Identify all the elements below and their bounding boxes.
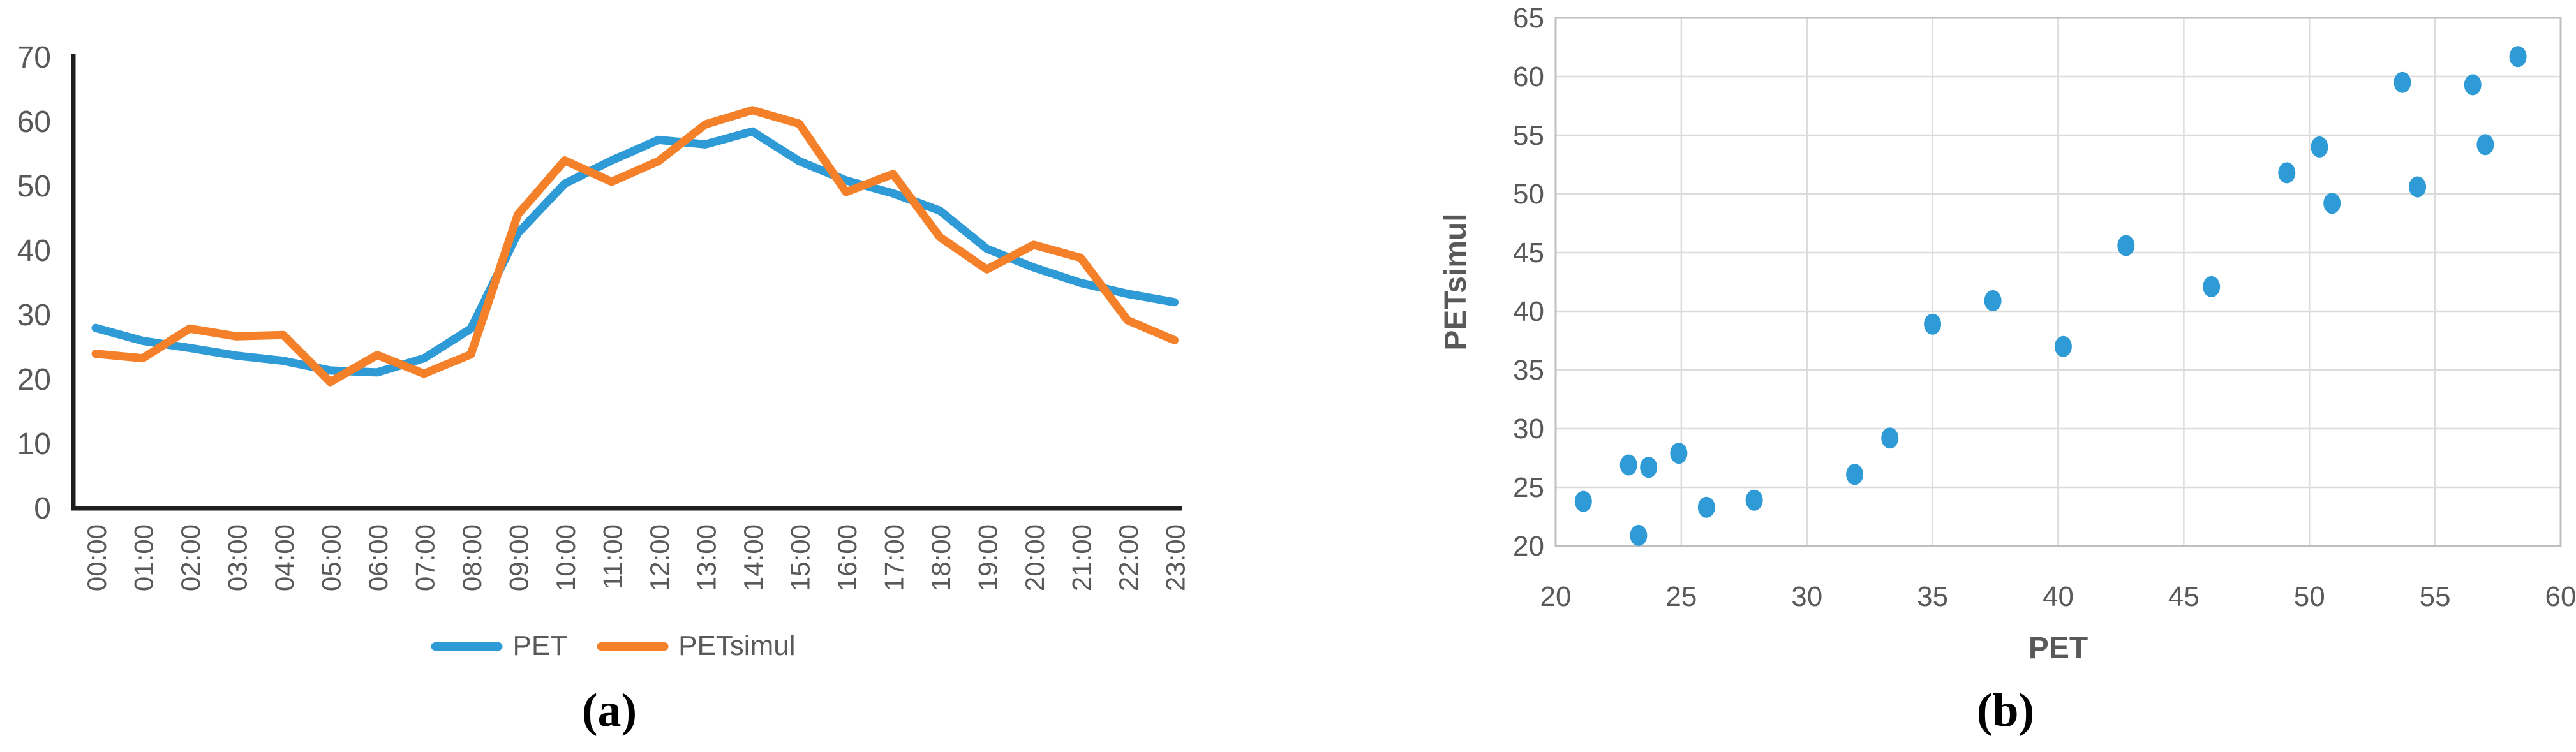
scatter-point — [2509, 46, 2527, 68]
scatter-point — [1881, 427, 1899, 449]
svg-text:10: 10 — [17, 427, 51, 461]
petsimul-line-swatch — [597, 642, 669, 651]
scatter-point — [1574, 490, 1592, 512]
scatter-point — [2394, 71, 2411, 93]
svg-text:03:00: 03:00 — [223, 524, 253, 591]
scatter-point — [1670, 443, 1688, 464]
scatter-point — [1619, 454, 1637, 476]
svg-text:23:00: 23:00 — [1161, 524, 1191, 591]
svg-text:35: 35 — [1513, 355, 1544, 386]
scatter-point — [2117, 235, 2135, 256]
svg-text:30: 30 — [1513, 413, 1544, 445]
svg-text:35: 35 — [1917, 581, 1948, 612]
svg-text:05:00: 05:00 — [316, 524, 346, 591]
svg-text:13:00: 13:00 — [692, 524, 722, 591]
svg-text:11:00: 11:00 — [598, 524, 628, 589]
line-chart-axes — [71, 54, 1182, 511]
scatter-plot-border — [1554, 17, 2562, 547]
line-chart: 0 10 20 30 40 50 60 70 00:00 01:00 02:00 03:00 04:00… — [17, 41, 1191, 591]
svg-text:65: 65 — [1513, 3, 1544, 34]
line-chart-x-tick-labels: 00:00 01:00 02:00 03:00 04:00 05:00 06:00 07:00… — [82, 524, 1191, 591]
pet-line-swatch — [431, 642, 503, 651]
svg-text:55: 55 — [2420, 581, 2451, 612]
line-series-petsimul — [91, 106, 1179, 387]
svg-text:50: 50 — [17, 170, 51, 203]
scatter-point — [2464, 74, 2482, 96]
svg-text:21:00: 21:00 — [1067, 524, 1097, 591]
scatter-y-axis-title: PETsimul — [1439, 213, 1473, 350]
svg-text:20:00: 20:00 — [1020, 524, 1050, 591]
scatter-point — [2054, 335, 2072, 357]
svg-text:20: 20 — [17, 363, 51, 397]
svg-text:12:00: 12:00 — [644, 524, 674, 591]
scatter-points — [1574, 46, 2527, 546]
svg-text:25: 25 — [1513, 472, 1544, 503]
svg-text:60: 60 — [17, 105, 51, 139]
svg-text:09:00: 09:00 — [504, 524, 534, 591]
scatter-point — [2311, 136, 2328, 158]
svg-text:14:00: 14:00 — [738, 524, 768, 591]
svg-text:25: 25 — [1665, 581, 1697, 612]
svg-text:17:00: 17:00 — [879, 524, 909, 591]
svg-text:07:00: 07:00 — [410, 524, 440, 591]
scatter-chart: 20 25 30 35 40 45 50 55 60 20 25 30 35 40 45 50 55 60 65 PE… — [1439, 3, 2576, 665]
svg-text:08:00: 08:00 — [457, 524, 487, 591]
svg-text:50: 50 — [2294, 581, 2325, 612]
svg-text:45: 45 — [1513, 237, 1544, 269]
scatter-point — [2409, 176, 2427, 198]
svg-text:70: 70 — [17, 41, 51, 75]
svg-text:10:00: 10:00 — [551, 524, 581, 591]
scatter-point — [2476, 134, 2494, 156]
svg-text:02:00: 02:00 — [175, 524, 205, 591]
svg-text:60: 60 — [2545, 581, 2576, 612]
legend-label-pet: PET — [512, 630, 568, 661]
svg-text:50: 50 — [1513, 179, 1544, 210]
svg-text:40: 40 — [17, 234, 51, 268]
svg-text:22:00: 22:00 — [1113, 524, 1143, 591]
chart-legend: PET PETsimul — [431, 630, 795, 662]
scatter-x-axis-title: PET — [2029, 631, 2088, 665]
svg-text:45: 45 — [2168, 581, 2200, 612]
scatter-point — [1924, 313, 1942, 335]
scatter-point — [2278, 162, 2296, 184]
line-series-pet — [91, 127, 1179, 377]
panel-b-caption: (b) — [1976, 684, 2035, 737]
svg-text:01:00: 01:00 — [129, 524, 159, 591]
scatter-point — [1697, 496, 1715, 518]
svg-text:20: 20 — [1540, 581, 1572, 612]
scatter-point — [1745, 489, 1763, 511]
line-chart-panel: 0 10 20 30 40 50 60 70 00:00 01:00 02:00 03:00 04:00… — [17, 41, 1191, 737]
svg-text:40: 40 — [2043, 581, 2074, 612]
svg-text:18:00: 18:00 — [926, 524, 956, 591]
svg-text:0: 0 — [34, 492, 51, 526]
legend-label-petsimul: PETsimul — [678, 630, 796, 661]
svg-text:40: 40 — [1513, 296, 1544, 327]
legend-item-petsimul: PETsimul — [597, 630, 795, 662]
svg-text:19:00: 19:00 — [973, 524, 1003, 591]
legend-item-pet: PET — [431, 630, 568, 662]
scatter-point — [2203, 276, 2221, 297]
scatter-point — [1846, 464, 1864, 485]
svg-text:55: 55 — [1513, 120, 1544, 151]
scatter-gridlines — [1556, 18, 2561, 546]
scatter-point — [1984, 290, 2002, 311]
panel-a-caption: (a) — [581, 684, 637, 737]
scatter-chart-panel: 20 25 30 35 40 45 50 55 60 20 25 30 35 40 45 50 55 60 65 PE… — [1308, 0, 2576, 752]
svg-text:60: 60 — [1513, 61, 1544, 92]
svg-text:04:00: 04:00 — [269, 524, 299, 591]
scatter-point — [1630, 524, 1648, 546]
svg-text:06:00: 06:00 — [363, 524, 393, 591]
svg-text:30: 30 — [1791, 581, 1822, 612]
scatter-point — [2323, 193, 2341, 214]
line-chart-y-tick-labels: 0 10 20 30 40 50 60 70 — [17, 41, 51, 526]
scatter-y-tick-labels: 20 25 30 35 40 45 50 55 60 65 — [1513, 3, 1544, 562]
scatter-point — [1640, 457, 1658, 478]
svg-text:15:00: 15:00 — [785, 524, 815, 591]
svg-text:00:00: 00:00 — [82, 524, 112, 591]
svg-text:16:00: 16:00 — [832, 524, 862, 591]
scatter-x-tick-labels: 20 25 30 35 40 45 50 55 60 — [1540, 581, 2576, 612]
svg-text:20: 20 — [1513, 531, 1544, 562]
svg-text:30: 30 — [17, 299, 51, 332]
